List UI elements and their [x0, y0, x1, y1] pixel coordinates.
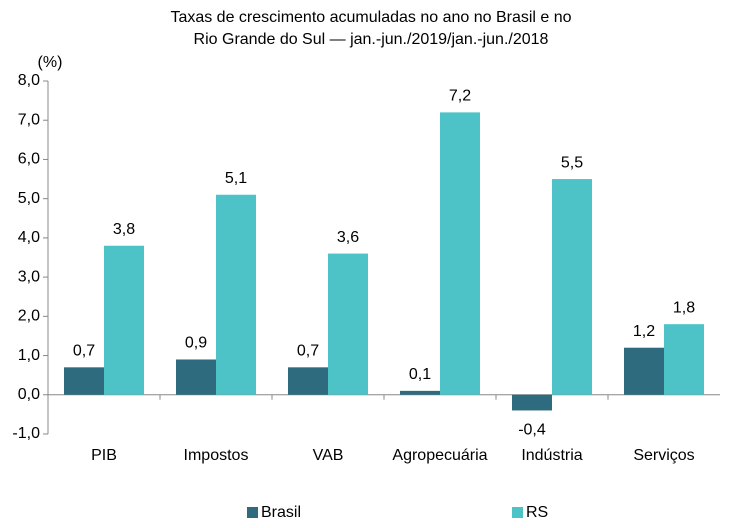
bar: [288, 367, 328, 395]
bar: [552, 179, 592, 395]
y-tick-label: 3,0: [18, 268, 40, 285]
value-label: 5,5: [561, 154, 583, 171]
y-tick-label: 8,0: [18, 72, 40, 89]
bar: [328, 253, 368, 395]
y-tick-label: 5,0: [18, 190, 40, 207]
value-label: 0,7: [73, 343, 95, 360]
y-tick-label: 2,0: [18, 308, 40, 325]
legend-swatch: [512, 507, 523, 518]
value-label: 1,8: [673, 299, 695, 316]
bar: [664, 324, 704, 395]
x-tick-label: Agropecuária: [392, 447, 487, 464]
legend-label: RS: [526, 504, 548, 521]
value-label: 3,8: [113, 221, 135, 238]
legend-swatch: [247, 507, 258, 518]
bar: [176, 359, 216, 395]
x-tick-label: Indústria: [521, 447, 582, 464]
chart-title: Rio Grande do Sul — jan.-jun./2019/jan.-…: [194, 31, 549, 48]
bar: [440, 112, 480, 395]
chart-title: Taxas de crescimento acumuladas no ano n…: [170, 9, 571, 26]
value-label: 0,9: [185, 335, 207, 352]
value-label: -0,4: [518, 422, 546, 439]
x-tick-label: Serviços: [633, 447, 694, 464]
bar: [512, 394, 552, 411]
y-tick-label: 7,0: [18, 111, 40, 128]
y-tick-label: 6,0: [18, 151, 40, 168]
y-unit: (%): [38, 54, 63, 71]
x-tick-label: VAB: [313, 447, 344, 464]
x-tick-label: PIB: [91, 447, 117, 464]
value-label: 7,2: [449, 88, 471, 105]
bar: [216, 194, 256, 395]
value-label: 0,7: [297, 343, 319, 360]
value-label: 0,1: [409, 366, 431, 383]
bar: [624, 347, 664, 395]
y-tick-label: 4,0: [18, 229, 40, 246]
y-tick-label: -1,0: [12, 425, 40, 442]
y-tick-label: 1,0: [18, 347, 40, 364]
value-label: 3,6: [337, 229, 359, 246]
bar: [400, 390, 440, 395]
y-tick-label: 0,0: [18, 386, 40, 403]
x-tick-label: Impostos: [184, 447, 249, 464]
value-label: 5,1: [225, 170, 247, 187]
value-label: 1,2: [633, 323, 655, 340]
bar: [104, 245, 144, 395]
bar: [64, 367, 104, 395]
legend-label: Brasil: [261, 504, 301, 521]
